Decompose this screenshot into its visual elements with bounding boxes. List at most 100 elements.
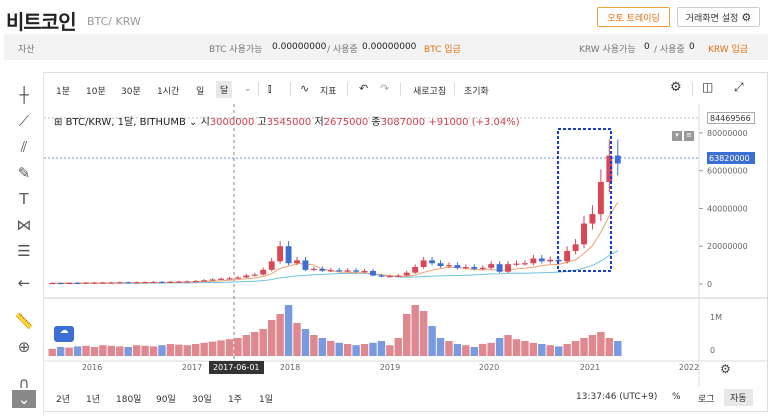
indicator-button[interactable]: 지표 — [320, 87, 337, 97]
x-tick-label: 2018 — [280, 363, 300, 372]
range-1w[interactable]: 1주 — [228, 395, 243, 405]
ruler-icon[interactable]: 📏 — [14, 312, 34, 330]
candle-type-icon[interactable]: ⫾ — [268, 82, 272, 95]
divider — [347, 82, 348, 96]
interval-10m[interactable]: 10분 — [86, 87, 106, 97]
volume-bar — [107, 345, 116, 356]
redo-icon[interactable]: ↷ — [380, 82, 390, 95]
range-1y[interactable]: 1년 — [86, 395, 101, 405]
x-tick-label: 2020 — [479, 363, 499, 372]
range-2y[interactable]: 2년 — [56, 395, 71, 405]
pattern-icon[interactable]: ⋈ — [16, 216, 32, 234]
reset-button[interactable]: 초기화 — [464, 87, 489, 97]
percent-toggle[interactable]: % — [672, 392, 681, 402]
range-90d[interactable]: 90일 — [156, 395, 176, 405]
krw-deposit-link[interactable]: KRW 입금 — [708, 45, 749, 55]
moving-average-line — [52, 201, 619, 284]
collapse-up-icon[interactable]: ▾ — [672, 131, 682, 141]
candle — [344, 270, 351, 272]
auto-toggle[interactable]: 자동 — [724, 389, 753, 406]
text-tool-icon[interactable]: T — [19, 190, 29, 208]
price-chart[interactable]: 80000000 60000000 40000000 20000000 0 1M 0 201… — [44, 104, 768, 386]
volume-tick-label: 0 — [710, 346, 715, 355]
series-settings-icon[interactable]: ≡ — [684, 131, 694, 141]
volume-bar — [56, 347, 65, 356]
candle — [142, 282, 149, 284]
camera-icon[interactable]: ◫ — [702, 80, 714, 94]
crosshair-icon[interactable]: ┼ — [19, 86, 29, 104]
brush-icon[interactable]: ✎ — [17, 164, 31, 182]
candle — [403, 272, 410, 276]
range-1d[interactable]: 1일 — [259, 395, 274, 405]
interval-30m[interactable]: 30분 — [121, 87, 141, 97]
candle — [234, 277, 241, 279]
candle — [589, 214, 596, 224]
divider — [258, 82, 259, 96]
undo-icon[interactable]: ↶ — [359, 82, 369, 95]
candle — [454, 265, 461, 268]
candle — [319, 268, 326, 271]
legend-expand-icon[interactable]: ⊞ — [54, 117, 63, 128]
candle — [488, 264, 495, 268]
btc-inuse-label: / 사용중 — [327, 45, 358, 55]
log-toggle[interactable]: 로그 — [698, 395, 715, 405]
btc-available-value: 0.00000000 — [272, 42, 327, 52]
volume-bar — [90, 347, 99, 356]
legend-dropdown-icon[interactable]: ⌄ — [189, 117, 198, 128]
volume-bar — [132, 345, 141, 356]
legend-high-label: 고 — [257, 117, 267, 128]
interval-day[interactable]: 일 — [196, 87, 205, 97]
volume-cloud-icon[interactable]: ☁ — [54, 326, 74, 342]
candle — [150, 281, 157, 284]
arrow-left-icon[interactable]: ← — [17, 274, 31, 292]
legend-open: 3000000 — [209, 117, 255, 128]
candle — [302, 260, 309, 270]
refresh-button[interactable]: 새로고침 — [413, 87, 447, 97]
candle — [108, 282, 115, 284]
candle — [167, 281, 174, 283]
volume-bar — [82, 345, 90, 356]
fullscreen-icon[interactable]: ⤢ — [734, 80, 744, 94]
volume-bar — [251, 332, 259, 356]
candle — [353, 270, 360, 272]
volume-bar — [445, 341, 453, 356]
volume-bar — [116, 346, 124, 356]
volume-bar — [259, 329, 267, 356]
volume-bar — [487, 342, 495, 356]
range-30d[interactable]: 30일 — [192, 395, 212, 405]
candle — [471, 267, 478, 269]
screen-settings-button[interactable]: 거래화면 설정 ⚙ — [677, 7, 760, 27]
chart-legend: ⊞ BTC/KRW, 1달, BITHUMB ⌄ 시3000000 고35450… — [54, 113, 520, 128]
volume-bar — [48, 348, 56, 356]
volume-bar — [538, 344, 546, 356]
collapse-chevron-icon[interactable]: ⌄ — [12, 390, 36, 408]
legend-change: +91000 (+3.04%) — [428, 117, 520, 128]
interval-dropdown-icon[interactable]: ⌄ — [244, 84, 252, 94]
y-tick-label: 80000000 — [707, 129, 748, 138]
range-180d[interactable]: 180일 — [116, 395, 142, 405]
parallel-lines-icon[interactable]: ⫽ — [20, 138, 28, 156]
candle — [572, 244, 579, 251]
candle — [378, 275, 385, 277]
trendline-icon[interactable]: ⟋ — [18, 112, 30, 130]
volume-bar — [149, 346, 158, 356]
indicator-icon[interactable]: ∿ — [300, 82, 310, 95]
auto-trading-button[interactable]: 오토 트레이딩 — [597, 7, 670, 27]
legend-symbol: BTC/KRW, 1달, BITHUMB — [65, 117, 186, 128]
volume-bar — [605, 338, 614, 356]
interval-month[interactable]: 달 — [216, 81, 233, 98]
interval-1h[interactable]: 1시간 — [157, 87, 180, 97]
fib-icon[interactable]: ☰ — [17, 242, 31, 260]
settings-gear-icon[interactable]: ⚙ — [670, 80, 682, 95]
candle — [496, 264, 503, 272]
btc-deposit-link[interactable]: BTC 입금 — [424, 45, 461, 55]
volume-bar — [242, 335, 251, 356]
interval-1m[interactable]: 1분 — [56, 87, 71, 97]
candle — [386, 276, 393, 278]
candle — [395, 275, 402, 277]
zoom-icon[interactable]: ⊕ — [17, 338, 31, 356]
axis-settings-gear-icon[interactable]: ⚙ — [720, 362, 731, 376]
candle — [606, 155, 613, 182]
magnet-icon[interactable]: ∩ — [18, 374, 30, 392]
volume-bar — [369, 342, 377, 356]
